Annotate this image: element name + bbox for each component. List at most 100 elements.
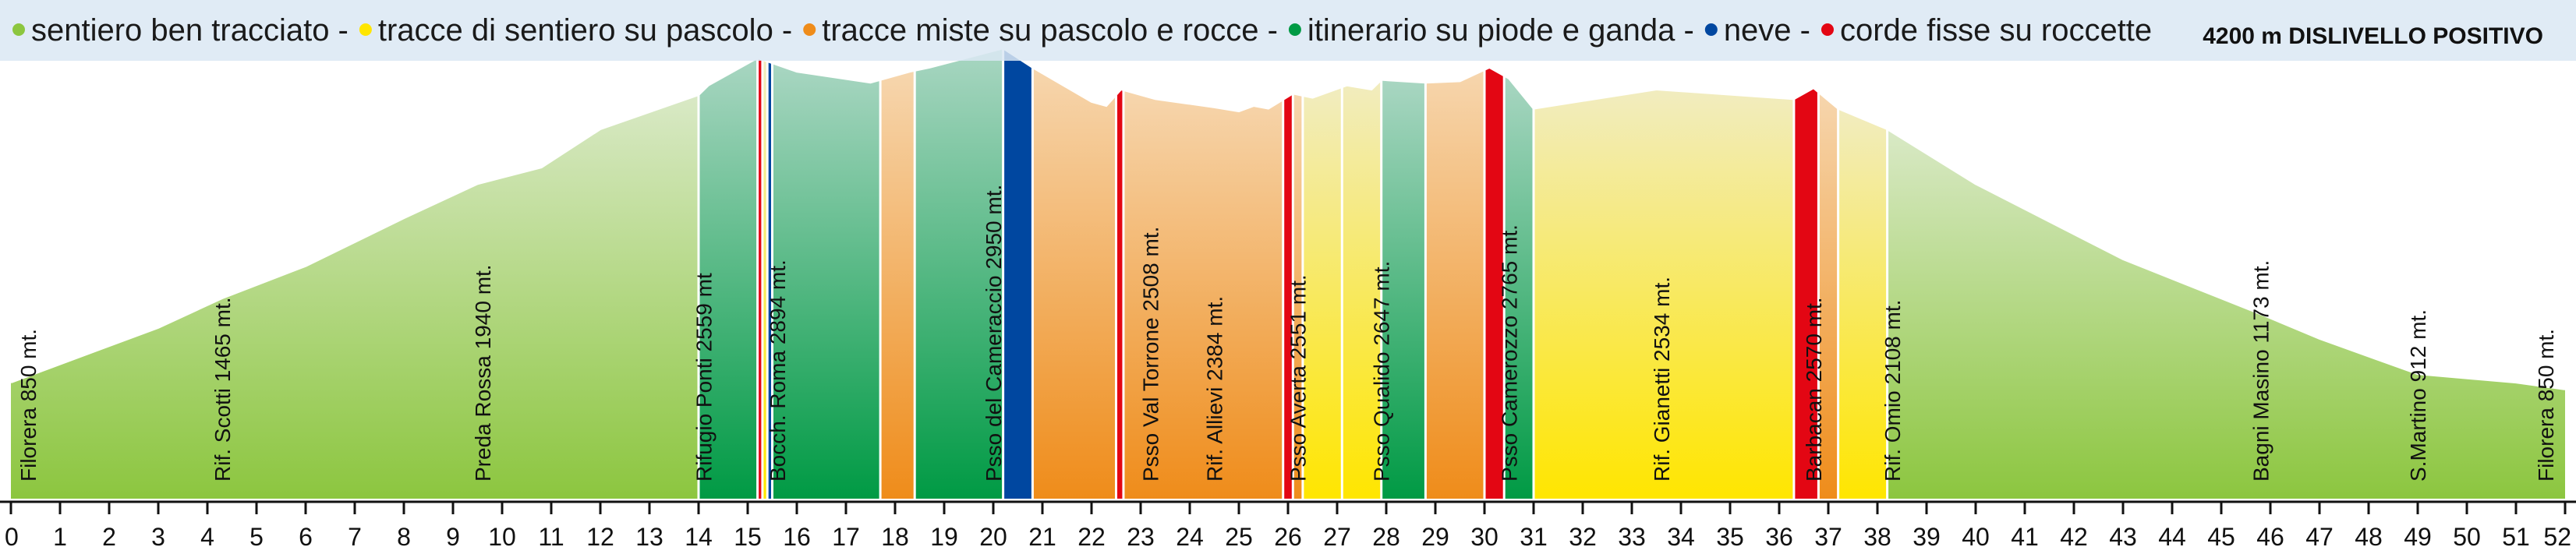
x-tick-label: 16 xyxy=(783,523,811,551)
x-tick-label: 51 xyxy=(2502,523,2530,551)
waypoint-label: Psso Qualido 2647 mt. xyxy=(1370,261,1394,482)
segment-miste xyxy=(1425,69,1484,499)
x-tick-label: 13 xyxy=(635,523,663,551)
x-tick-label: 10 xyxy=(488,523,516,551)
segment-miste xyxy=(1293,93,1303,499)
x-tick-label: 18 xyxy=(881,523,909,551)
waypoint-label: S.Martino 912 mt. xyxy=(2406,309,2430,482)
x-tick-label: 8 xyxy=(397,523,411,551)
x-tick-label: 48 xyxy=(2355,523,2383,551)
x-tick-label: 22 xyxy=(1077,523,1106,551)
waypoint-label: Psso Val Torrone 2508 mt. xyxy=(1139,227,1163,482)
waypoint-label: Bagni Masino 1173 mt. xyxy=(2249,260,2273,482)
segment-dividers xyxy=(697,48,1889,499)
segment-ben_tracciato xyxy=(1887,129,2565,499)
x-tick-label: 29 xyxy=(1421,523,1449,551)
x-tick-label: 7 xyxy=(348,523,362,551)
x-tick-label: 39 xyxy=(1913,523,1941,551)
legend-label-corde: corde fisse su roccette xyxy=(1840,13,2152,48)
waypoint-label: Filorera 850 mt. xyxy=(2534,329,2558,482)
x-tick-label: 46 xyxy=(2256,523,2284,551)
x-tick-label: 3 xyxy=(151,523,165,551)
legend-dot-pascolo xyxy=(359,23,372,36)
waypoint-labels: Filorera 850 mt. Rif. Scotti 1465 mt. Pred… xyxy=(16,185,2558,482)
segment-corde xyxy=(1283,93,1293,499)
legend-dot-ben_tracciato xyxy=(12,23,25,36)
profile-outline xyxy=(10,47,2566,390)
waypoint-label: Psso Camerozzo 2765 mt. xyxy=(1498,224,1522,482)
segment-miste xyxy=(1032,67,1116,499)
segment-corde xyxy=(757,58,763,499)
x-tick-label: 47 xyxy=(2305,523,2334,551)
segment-neve xyxy=(1003,48,1033,499)
segment-pascolo xyxy=(762,59,768,499)
segments-layer xyxy=(10,47,2566,499)
chart-title: 4200 m DISLIVELLO POSITIVO xyxy=(2203,23,2543,49)
x-tick-label: 27 xyxy=(1323,523,1351,551)
x-tick-label: 43 xyxy=(2109,523,2137,551)
segment-pascolo xyxy=(1302,86,1343,499)
x-tick-label: 42 xyxy=(2060,523,2088,551)
x-tick-label: 14 xyxy=(685,523,713,551)
waypoint-label: Rifugio Ponti 2559 mt xyxy=(692,273,716,482)
x-tick-label: 1 xyxy=(53,523,67,551)
x-tick-label: 19 xyxy=(930,523,958,551)
segment-corde xyxy=(1793,87,1819,499)
segment-pascolo xyxy=(1342,79,1382,499)
x-tick-label: 9 xyxy=(446,523,460,551)
segment-corde xyxy=(1116,89,1123,499)
x-tick-label: 41 xyxy=(2011,523,2039,551)
x-tick-label: 31 xyxy=(1520,523,1548,551)
legend-label-pascolo: tracce di sentiero su pascolo - xyxy=(378,13,792,48)
x-tick-label: 40 xyxy=(1962,523,1990,551)
segment-pascolo xyxy=(1838,108,1888,499)
x-tick-label: 52 xyxy=(2543,523,2571,551)
waypoint-label: Psso Averta 2551 mt. xyxy=(1286,274,1311,482)
x-tick-label: 11 xyxy=(538,523,564,551)
x-tick-label: 6 xyxy=(299,523,313,551)
waypoint-label: Rif. Scotti 1465 mt. xyxy=(211,297,235,482)
x-tick-label: 21 xyxy=(1028,523,1056,551)
x-tick-label: 50 xyxy=(2453,523,2481,551)
x-tick-label: 4 xyxy=(200,523,214,551)
x-tick-label: 38 xyxy=(1863,523,1891,551)
segment-ben_tracciato xyxy=(11,94,699,499)
segment-miste xyxy=(1818,92,1838,499)
x-tick-label: 32 xyxy=(1569,523,1597,551)
x-tick-label: 33 xyxy=(1618,523,1646,551)
legend-dot-neve xyxy=(1704,23,1718,36)
legend-label-miste: tracce miste su pascolo e rocce - xyxy=(822,13,1278,48)
x-tick-label: 0 xyxy=(5,523,19,551)
x-tick-label: 49 xyxy=(2404,523,2432,551)
waypoint-label: Bocch. Roma 2894 mt. xyxy=(766,259,790,482)
legend-dot-piode xyxy=(1288,23,1301,36)
x-tick-label: 36 xyxy=(1765,523,1793,551)
x-tick-label: 15 xyxy=(734,523,762,551)
segment-miste xyxy=(880,70,915,499)
x-axis: 0 1 2 3 4 5 6 7 8 9 10 11 12 13 14 15 16 17 18 19 20 21 22 23 24… xyxy=(5,502,2571,551)
waypoint-label: Preda Rossa 1940 mt. xyxy=(471,264,495,482)
legend-label-ben_tracciato: sentiero ben tracciato - xyxy=(31,13,349,48)
segment-corde xyxy=(1484,67,1505,499)
segment-piode xyxy=(699,58,758,499)
x-tick-label: 2 xyxy=(102,523,116,551)
segment-miste xyxy=(1123,90,1283,499)
waypoint-label: Rif. Omio 2108 mt. xyxy=(1881,300,1905,482)
waypoint-label: Barbacan 2570 mt. xyxy=(1802,297,1826,482)
waypoint-label: Rif. Allievi 2384 mt. xyxy=(1203,296,1227,482)
x-tick-label: 35 xyxy=(1716,523,1744,551)
legend-dot-corde xyxy=(1821,23,1834,36)
waypoint-label: Rif. Gianetti 2534 mt. xyxy=(1650,277,1674,482)
segment-piode xyxy=(915,48,1003,499)
x-tick-label: 5 xyxy=(249,523,264,551)
x-tick-label: 28 xyxy=(1372,523,1400,551)
legend-dot-miste xyxy=(803,23,816,36)
legend-bar xyxy=(0,0,2576,61)
legend-label-piode: itinerario su piode e ganda - xyxy=(1307,13,1694,48)
segment-pascolo xyxy=(1534,89,1794,499)
x-tick-label: 45 xyxy=(2207,523,2235,551)
legend: sentiero ben tracciato - tracce di sentie… xyxy=(12,13,2152,48)
x-tick-label: 12 xyxy=(586,523,614,551)
x-tick-label: 23 xyxy=(1127,523,1155,551)
